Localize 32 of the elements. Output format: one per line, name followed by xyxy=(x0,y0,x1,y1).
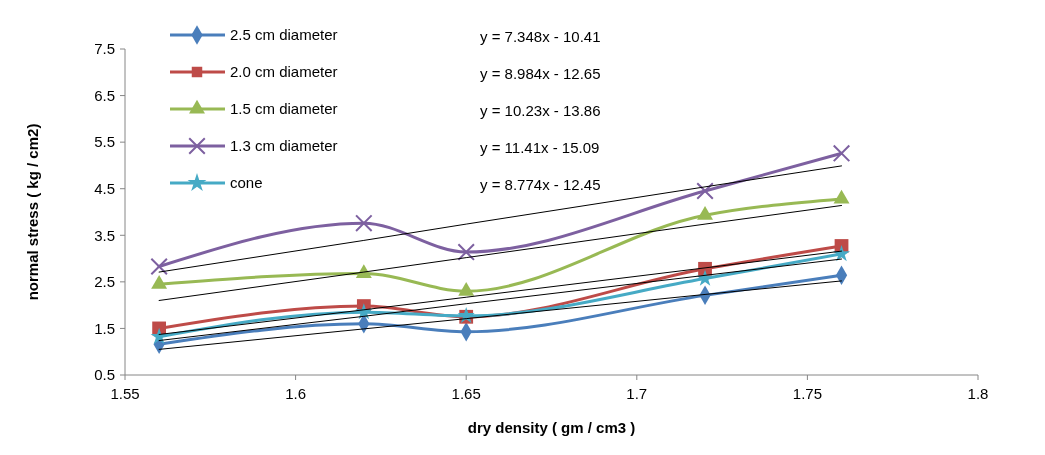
y-tick-label: 5.5 xyxy=(94,133,115,151)
x-tick-label: 1.7 xyxy=(626,385,648,402)
annotation: y = 10.23x - 13.86 xyxy=(480,102,601,120)
y-tick-label: 0.5 xyxy=(94,366,115,384)
x-tick-label: 1.65 xyxy=(451,385,481,402)
text: y = 7.348x - 10.41 xyxy=(480,28,601,46)
legend-label: 2.0 cm diameter xyxy=(230,63,338,81)
annotation: y = 8.774x - 12.45 xyxy=(480,176,601,194)
point xyxy=(832,144,851,163)
x-tick-label: 1.75 xyxy=(792,385,822,402)
legend-label: cone xyxy=(230,174,263,192)
y-tick-label: 1.5 xyxy=(94,319,115,337)
legend-label: 1.5 cm diameter xyxy=(230,100,338,118)
point xyxy=(457,243,475,261)
legend-label: 2.5 cm diameter xyxy=(230,26,338,44)
y-tick-label: 7.5 xyxy=(94,40,115,58)
point xyxy=(696,182,714,200)
y-axis-title: normal stress ( kg / cm2) xyxy=(24,123,41,301)
x-axis-title: dry density ( gm / cm3 ) xyxy=(467,419,636,436)
y-tick-label: 2.5 xyxy=(94,273,115,291)
y-tick-label: 6.5 xyxy=(94,86,115,104)
point xyxy=(355,214,373,232)
annotation: y = 8.984x - 12.65 xyxy=(480,65,601,83)
line-series xyxy=(158,165,843,273)
x-tick-label: 1.6 xyxy=(285,385,307,402)
annotation: y = 11.41x - 15.09 xyxy=(480,139,600,157)
y-tick-label: 4.5 xyxy=(94,179,115,197)
x-tick-label: 1.8 xyxy=(967,385,989,402)
y-tick-label: 3.5 xyxy=(94,226,115,244)
point xyxy=(150,257,168,276)
legend-label: 1.3 cm diameter xyxy=(230,137,338,155)
x-tick-label: 1.55 xyxy=(110,385,140,402)
